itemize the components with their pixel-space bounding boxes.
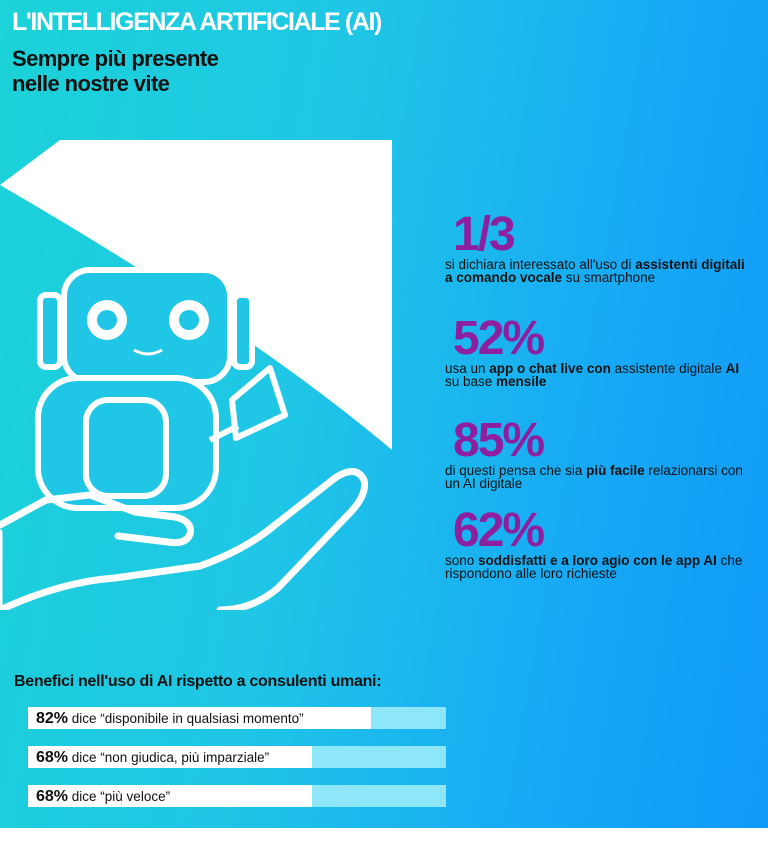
page-subtitle: Sempre più presente nelle nostre vite xyxy=(12,46,219,96)
bar-label: 82% dice “disponibile in qualsiasi momen… xyxy=(36,710,304,727)
stat-description: di questi pensa che sia più facile relaz… xyxy=(445,463,743,491)
stat-description: usa un app o chat live con assistente di… xyxy=(445,361,740,389)
hand-icon xyxy=(0,468,369,610)
stat-value: 85% xyxy=(453,414,545,467)
stat-description: sono soddisfatti e a loro agio con le ap… xyxy=(445,553,743,581)
stat-value: 62% xyxy=(453,504,545,557)
bar-fill xyxy=(28,707,371,729)
bar-fill xyxy=(28,746,313,768)
benefit-bar-available: 82% dice “disponibile in qualsiasi momen… xyxy=(28,707,446,729)
benefit-bar-impartial: 68% dice “non giudica, più imparziale” xyxy=(28,746,446,768)
bar-label: 68% dice “più veloce” xyxy=(36,788,171,805)
robot-illustration xyxy=(0,140,392,610)
stat-chat-live: 52% usa un app o chat live con assistent… xyxy=(445,312,745,389)
bar-fill xyxy=(28,785,313,807)
bar-label: 68% dice “non giudica, più imparziale” xyxy=(36,749,270,766)
stat-description: si dichiara interessato all'uso di assis… xyxy=(445,257,745,285)
stat-satisfied: 62% sono soddisfatti e a loro agio con l… xyxy=(445,504,745,581)
stat-easier: 85% di questi pensa che sia più facile r… xyxy=(445,414,745,491)
robot-icon xyxy=(35,267,288,511)
stat-voice-assistants: 1/3 si dichiara interessato all'uso di a… xyxy=(445,208,745,285)
page-title: L'INTELLIGENZA ARTIFICIALE (AI) xyxy=(12,8,382,36)
benefits-title: Benefici nell'uso di AI rispetto a consu… xyxy=(14,673,382,690)
subtitle-line-2: nelle nostre vite xyxy=(12,71,170,96)
infographic: L'INTELLIGENZA ARTIFICIALE (AI) Sempre p… xyxy=(0,0,768,828)
stat-value: 52% xyxy=(453,312,545,365)
stat-value: 1/3 xyxy=(453,208,516,261)
benefit-bar-faster: 68% dice “più veloce” xyxy=(28,785,446,807)
subtitle-line-1: Sempre più presente xyxy=(12,46,219,71)
heart-icon xyxy=(101,180,187,254)
